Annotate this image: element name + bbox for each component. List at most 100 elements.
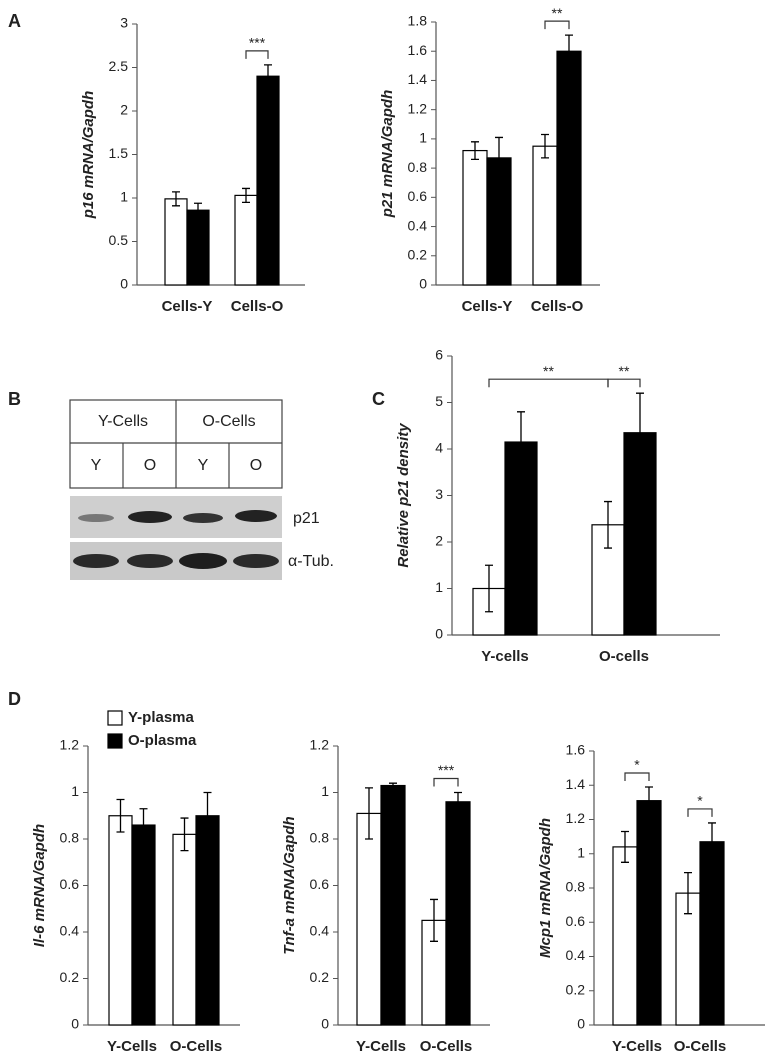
y-axis-label: Mcp1 mRNA/Gapdh (537, 818, 554, 958)
error-bar (708, 822, 716, 862)
error-bar (430, 898, 438, 942)
y-tick-label: 1.4 (408, 71, 428, 87)
error-bar (172, 191, 180, 207)
significance-label: *** (249, 35, 266, 51)
y-tick-label: 1.2 (566, 810, 586, 826)
significance-bracket (433, 777, 459, 787)
y-axis-label: Il-6 mRNA/Gapdh (31, 824, 48, 947)
lane-label: O (250, 457, 262, 474)
x-tick-label: O-cells (599, 648, 649, 665)
y-tick-label: 0.8 (60, 830, 80, 846)
y-tick-label: 2 (120, 102, 128, 118)
y-tick-label: 0.6 (310, 876, 330, 892)
significance-bracket (624, 772, 650, 781)
y-tick-label: 2 (435, 533, 443, 549)
y-tick-label: 1.2 (310, 737, 330, 753)
error-bar (139, 808, 148, 842)
y-tick-label: 1 (577, 844, 585, 860)
bar (131, 824, 156, 1026)
y-tick-label: 0.4 (310, 923, 330, 939)
bar (256, 75, 280, 286)
significance-bracket (607, 378, 641, 388)
panel-label: D (8, 689, 21, 709)
y-tick-label: 0.2 (60, 969, 80, 985)
y-tick-label: 0 (321, 1016, 329, 1032)
x-tick-label: Y-Cells (612, 1038, 662, 1055)
significance-label: ** (619, 363, 630, 379)
y-tick-label: 0 (577, 1016, 585, 1032)
significance-bracket (488, 378, 609, 388)
x-tick-label: O-Cells (420, 1038, 473, 1055)
significance-label: *** (438, 762, 455, 778)
significance-label: ** (552, 5, 563, 21)
error-bar (645, 786, 653, 816)
panel-label: B (8, 389, 21, 409)
y-tick-label: 1 (120, 189, 128, 205)
x-tick-label: Cells-O (531, 298, 584, 315)
lane-label: Y (91, 457, 102, 474)
significance-bracket (245, 50, 269, 59)
bar (108, 815, 133, 1026)
bar (234, 194, 258, 286)
bar (636, 800, 662, 1026)
error-bar (365, 787, 373, 840)
y-tick-label: 1.2 (408, 100, 428, 116)
y-tick-label: 1.8 (408, 13, 428, 29)
error-bar (389, 782, 397, 789)
blot-image (70, 496, 282, 580)
legend-swatch (107, 710, 123, 726)
band-label: p21 (293, 510, 320, 527)
error-bar (636, 392, 644, 473)
y-tick-label: 0 (419, 276, 427, 292)
y-axis-label: p21 mRNA/Gapdh (379, 90, 396, 219)
y-tick-label: 0.2 (566, 981, 586, 997)
x-tick-label: Cells-Y (162, 298, 213, 315)
significance-bracket (687, 808, 713, 817)
bar (612, 846, 638, 1026)
bar (164, 198, 188, 286)
panel-label: C (372, 389, 385, 409)
error-bar (485, 564, 493, 613)
y-tick-label: 0 (120, 276, 128, 292)
error-bar (541, 133, 549, 159)
error-bar (203, 791, 212, 840)
error-bar (264, 64, 272, 89)
y-tick-label: 0.6 (60, 876, 80, 892)
legend-label: O-plasma (128, 732, 197, 749)
error-bar (517, 411, 525, 473)
bar (504, 441, 538, 636)
error-bar (495, 136, 503, 179)
y-tick-label: 0 (71, 1016, 79, 1032)
panel-label: A (8, 11, 21, 31)
y-axis-label: Tnf-a mRNA/Gapdh (281, 816, 298, 954)
bar (532, 145, 558, 286)
y-tick-label: 0.8 (566, 879, 586, 895)
group-label: O-Cells (202, 413, 255, 430)
bar (195, 815, 220, 1026)
bar (186, 209, 210, 286)
y-tick-label: 3 (120, 15, 128, 31)
y-tick-label: 0.6 (408, 188, 428, 204)
significance-label: ** (543, 363, 554, 379)
lane-label: O (144, 457, 156, 474)
y-tick-label: 0.8 (310, 830, 330, 846)
error-bar (116, 798, 125, 833)
blot-table (69, 399, 283, 489)
y-tick-label: 5 (435, 393, 443, 409)
y-tick-label: 0.2 (310, 969, 330, 985)
significance-bracket (544, 20, 570, 30)
error-bar (604, 500, 612, 549)
x-tick-label: Cells-Y (462, 298, 513, 315)
y-tick-label: 0.4 (60, 923, 80, 939)
y-tick-label: 1.6 (566, 742, 586, 758)
y-tick-label: 3 (435, 486, 443, 502)
significance-label: * (634, 757, 640, 773)
legend-swatch (107, 733, 123, 749)
group-label: Y-Cells (98, 413, 148, 430)
x-tick-label: Y-Cells (356, 1038, 406, 1055)
y-tick-label: 2.5 (109, 58, 129, 74)
y-tick-label: 4 (435, 440, 443, 456)
bar (380, 784, 406, 1026)
bar (556, 50, 582, 286)
